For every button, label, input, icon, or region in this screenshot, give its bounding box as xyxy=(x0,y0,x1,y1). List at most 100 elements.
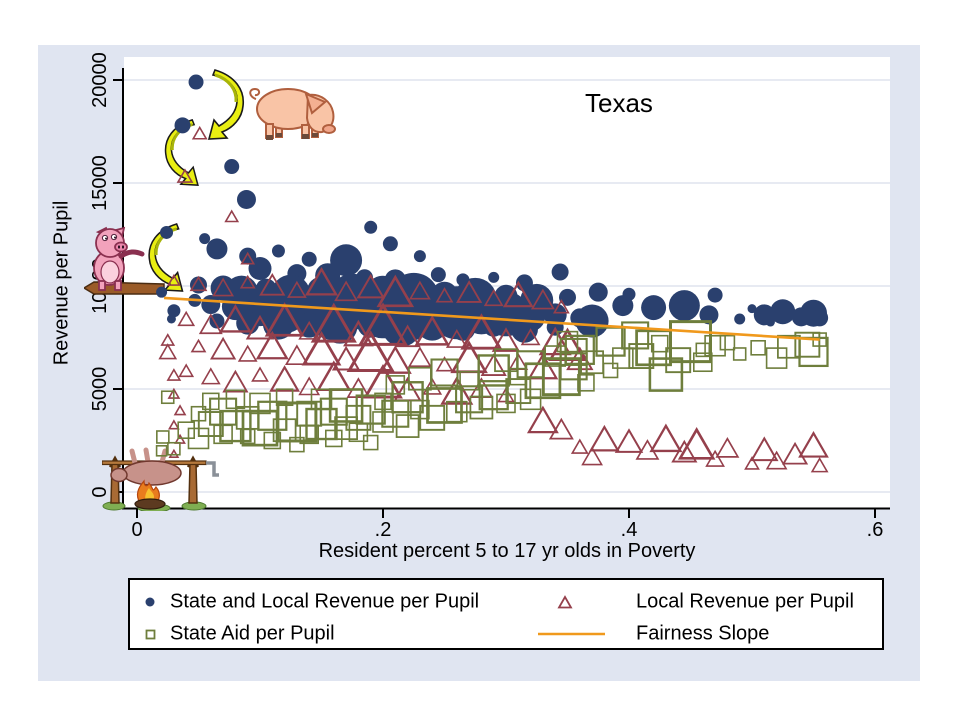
scatter-point-circle xyxy=(236,189,256,209)
x-tick-label: .4 xyxy=(620,519,638,541)
pig-nostril xyxy=(118,245,120,249)
scatter-point-triangle xyxy=(218,304,252,333)
scatter-point-circle xyxy=(224,159,240,175)
scatter-point-circle xyxy=(551,263,569,281)
scatter-point-square xyxy=(612,347,634,369)
scatter-point-triangle xyxy=(810,457,829,473)
pig-pupil xyxy=(105,237,107,240)
pig-pupil xyxy=(114,236,116,239)
scatter-point-square xyxy=(602,362,619,379)
scatter-point-square xyxy=(650,334,669,353)
pig-nostril xyxy=(122,245,124,249)
log-pile xyxy=(134,498,166,510)
scatter-point-circle xyxy=(174,117,191,134)
scatter-point-square xyxy=(519,388,542,411)
scatter-point-triangle xyxy=(589,424,620,452)
scatter-point-square xyxy=(430,358,459,387)
scatter-point-circle xyxy=(559,288,576,306)
scatter-point-square xyxy=(719,334,736,351)
scatter-point-triangle xyxy=(240,251,256,265)
scatter-point-square xyxy=(426,387,463,424)
pig-hoof xyxy=(266,135,273,140)
scatter-point-square xyxy=(257,400,288,431)
scatter-point-triangle xyxy=(304,266,339,296)
scatter-point-circle xyxy=(641,295,667,321)
scatter-point-circle xyxy=(382,236,398,252)
scatter-point-square xyxy=(167,441,181,456)
x-tick-label: .2 xyxy=(374,519,392,541)
scatter-point-triangle xyxy=(502,280,534,308)
scatter-point-circle xyxy=(330,244,363,277)
scatter-point-square xyxy=(665,347,692,374)
pig-leg xyxy=(98,280,106,291)
scatter-point-square xyxy=(395,414,420,438)
scatter-point-triangle xyxy=(167,273,181,286)
pig-belly xyxy=(100,260,120,284)
scatter-point-triangle xyxy=(581,446,603,466)
pig-hoof xyxy=(302,134,309,139)
scatter-point-triangle xyxy=(212,277,234,297)
scatter-point-square xyxy=(455,385,484,414)
walking-pig-clipart xyxy=(249,87,336,140)
scatter-point-triangle xyxy=(174,433,186,444)
scatter-point-circle xyxy=(707,287,723,303)
scatter-point-triangle xyxy=(356,273,385,299)
scatter-point-triangle xyxy=(198,313,223,335)
scatter-point-square xyxy=(156,430,170,444)
scatter-point-circle xyxy=(811,309,829,327)
pig-hoof xyxy=(312,133,318,137)
scatter-point-square xyxy=(345,404,372,431)
curved-arrow-shading xyxy=(154,227,178,256)
scatter-point-triangle xyxy=(781,441,809,465)
scatter-point-triangle xyxy=(435,356,454,372)
scatter-point-square xyxy=(299,424,320,445)
scatter-point-triangle xyxy=(456,280,483,303)
scatter-point-triangle xyxy=(409,280,431,300)
scatter-point-triangle xyxy=(765,450,788,470)
scatter-point-square xyxy=(580,350,604,375)
scatter-point-triangle xyxy=(376,274,415,308)
scatter-point-triangle xyxy=(298,320,321,340)
scatter-point-circle xyxy=(160,225,174,239)
scatter-point-triangle xyxy=(346,330,395,373)
legend-label-state-local: State and Local Revenue per Pupil xyxy=(170,590,480,613)
scatter-point-square xyxy=(362,434,379,451)
scatter-point-square xyxy=(391,381,424,414)
scatter-point-circle xyxy=(770,299,796,325)
scatter-point-circle xyxy=(483,315,505,337)
legend: State and Local Revenue per Pupil Local … xyxy=(128,578,884,650)
scatter-point-square xyxy=(692,352,713,373)
scatter-point-square xyxy=(381,399,410,428)
scatter-point-square xyxy=(385,375,406,395)
curved-arrow-pig-icon xyxy=(148,222,184,292)
scatter-point-triangle xyxy=(435,287,454,303)
scatter-point-triangle xyxy=(301,330,342,366)
scatter-point-triangle xyxy=(705,449,725,467)
scatter-point-triangle xyxy=(414,315,450,346)
scatter-point-square xyxy=(577,374,595,392)
scatter-point-circle xyxy=(296,312,322,338)
scatter-point-square xyxy=(155,444,168,457)
legend-label-fairness: Fairness Slope xyxy=(636,622,770,645)
scatter-point-triangle xyxy=(168,448,180,459)
carcass-leg xyxy=(143,447,151,465)
scatter-point-circle xyxy=(430,267,446,283)
scatter-point-triangle xyxy=(264,302,305,337)
scatter-point-square xyxy=(628,343,655,370)
scatter-point-circle xyxy=(413,250,426,263)
pig-on-spit-clipart xyxy=(102,447,219,511)
circle-marker-icon xyxy=(145,597,155,607)
scatter-point-square xyxy=(704,334,726,357)
scatter-point-square xyxy=(177,421,195,440)
scatter-point-square xyxy=(621,321,650,350)
scatter-point-triangle xyxy=(251,366,269,382)
scatter-point-triangle xyxy=(178,363,195,378)
legend-label-local: Local Revenue per Pupil xyxy=(636,590,854,613)
scatter-point-triangle xyxy=(548,417,574,440)
x-tick-label: 0 xyxy=(131,519,143,541)
scatter-point-triangle xyxy=(287,280,307,298)
scatter-point-triangle xyxy=(200,367,221,385)
pig-leg xyxy=(114,280,122,291)
triangle-marker-icon xyxy=(557,595,573,609)
